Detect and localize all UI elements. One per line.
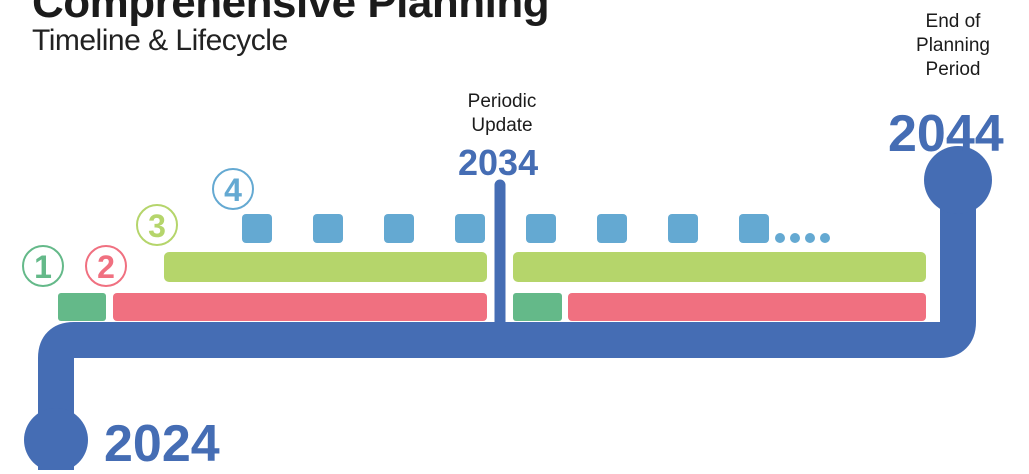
phase3-bar-first (164, 252, 487, 282)
phase1-bar-second (513, 293, 562, 321)
phase4-step (313, 214, 343, 243)
continuation-dot (775, 233, 785, 243)
period-label-line: Period (925, 59, 981, 80)
start-year: 2024 (104, 415, 220, 473)
planning-label-line: Planning (916, 35, 990, 56)
phase4-step (384, 214, 414, 243)
page-title: Comprehensive Planning (32, 0, 550, 27)
page-subtitle: Timeline & Lifecycle (32, 24, 288, 57)
phase4-step (739, 214, 769, 243)
phase3-badge: 3 (136, 204, 178, 246)
end-node (924, 146, 992, 214)
phase4-number: 4 (224, 172, 242, 208)
phase1-number: 1 (34, 249, 52, 285)
phase3-number: 3 (148, 208, 166, 244)
phase3-bar-second (513, 252, 926, 282)
timeline-path (38, 180, 976, 470)
phase4-step (242, 214, 272, 243)
start-node (24, 408, 88, 470)
end-of-label-line: End of (925, 11, 981, 32)
phase2-bar-first (113, 293, 487, 321)
periodic-label-line: Periodic (467, 91, 537, 112)
phase4-step (526, 214, 556, 243)
phase4-step (455, 214, 485, 243)
phase2-bar-second (568, 293, 926, 321)
phase4-step (597, 214, 627, 243)
end-of-planning-label: End of Planning Period (893, 10, 1013, 82)
phase4-step (668, 214, 698, 243)
phase2-badge: 2 (85, 245, 127, 287)
continuation-dot (790, 233, 800, 243)
periodic-update-label: Periodic Update (432, 90, 572, 138)
phase1-badge: 1 (22, 245, 64, 287)
mid-year: 2034 (458, 142, 539, 183)
update-label-line: Update (471, 115, 533, 136)
end-year: 2044 (888, 105, 1004, 163)
phase4-badge: 4 (212, 168, 254, 210)
phase2-number: 2 (97, 249, 115, 285)
continuation-dot (805, 233, 815, 243)
phase1-bar-first (58, 293, 106, 321)
continuation-dot (820, 233, 830, 243)
